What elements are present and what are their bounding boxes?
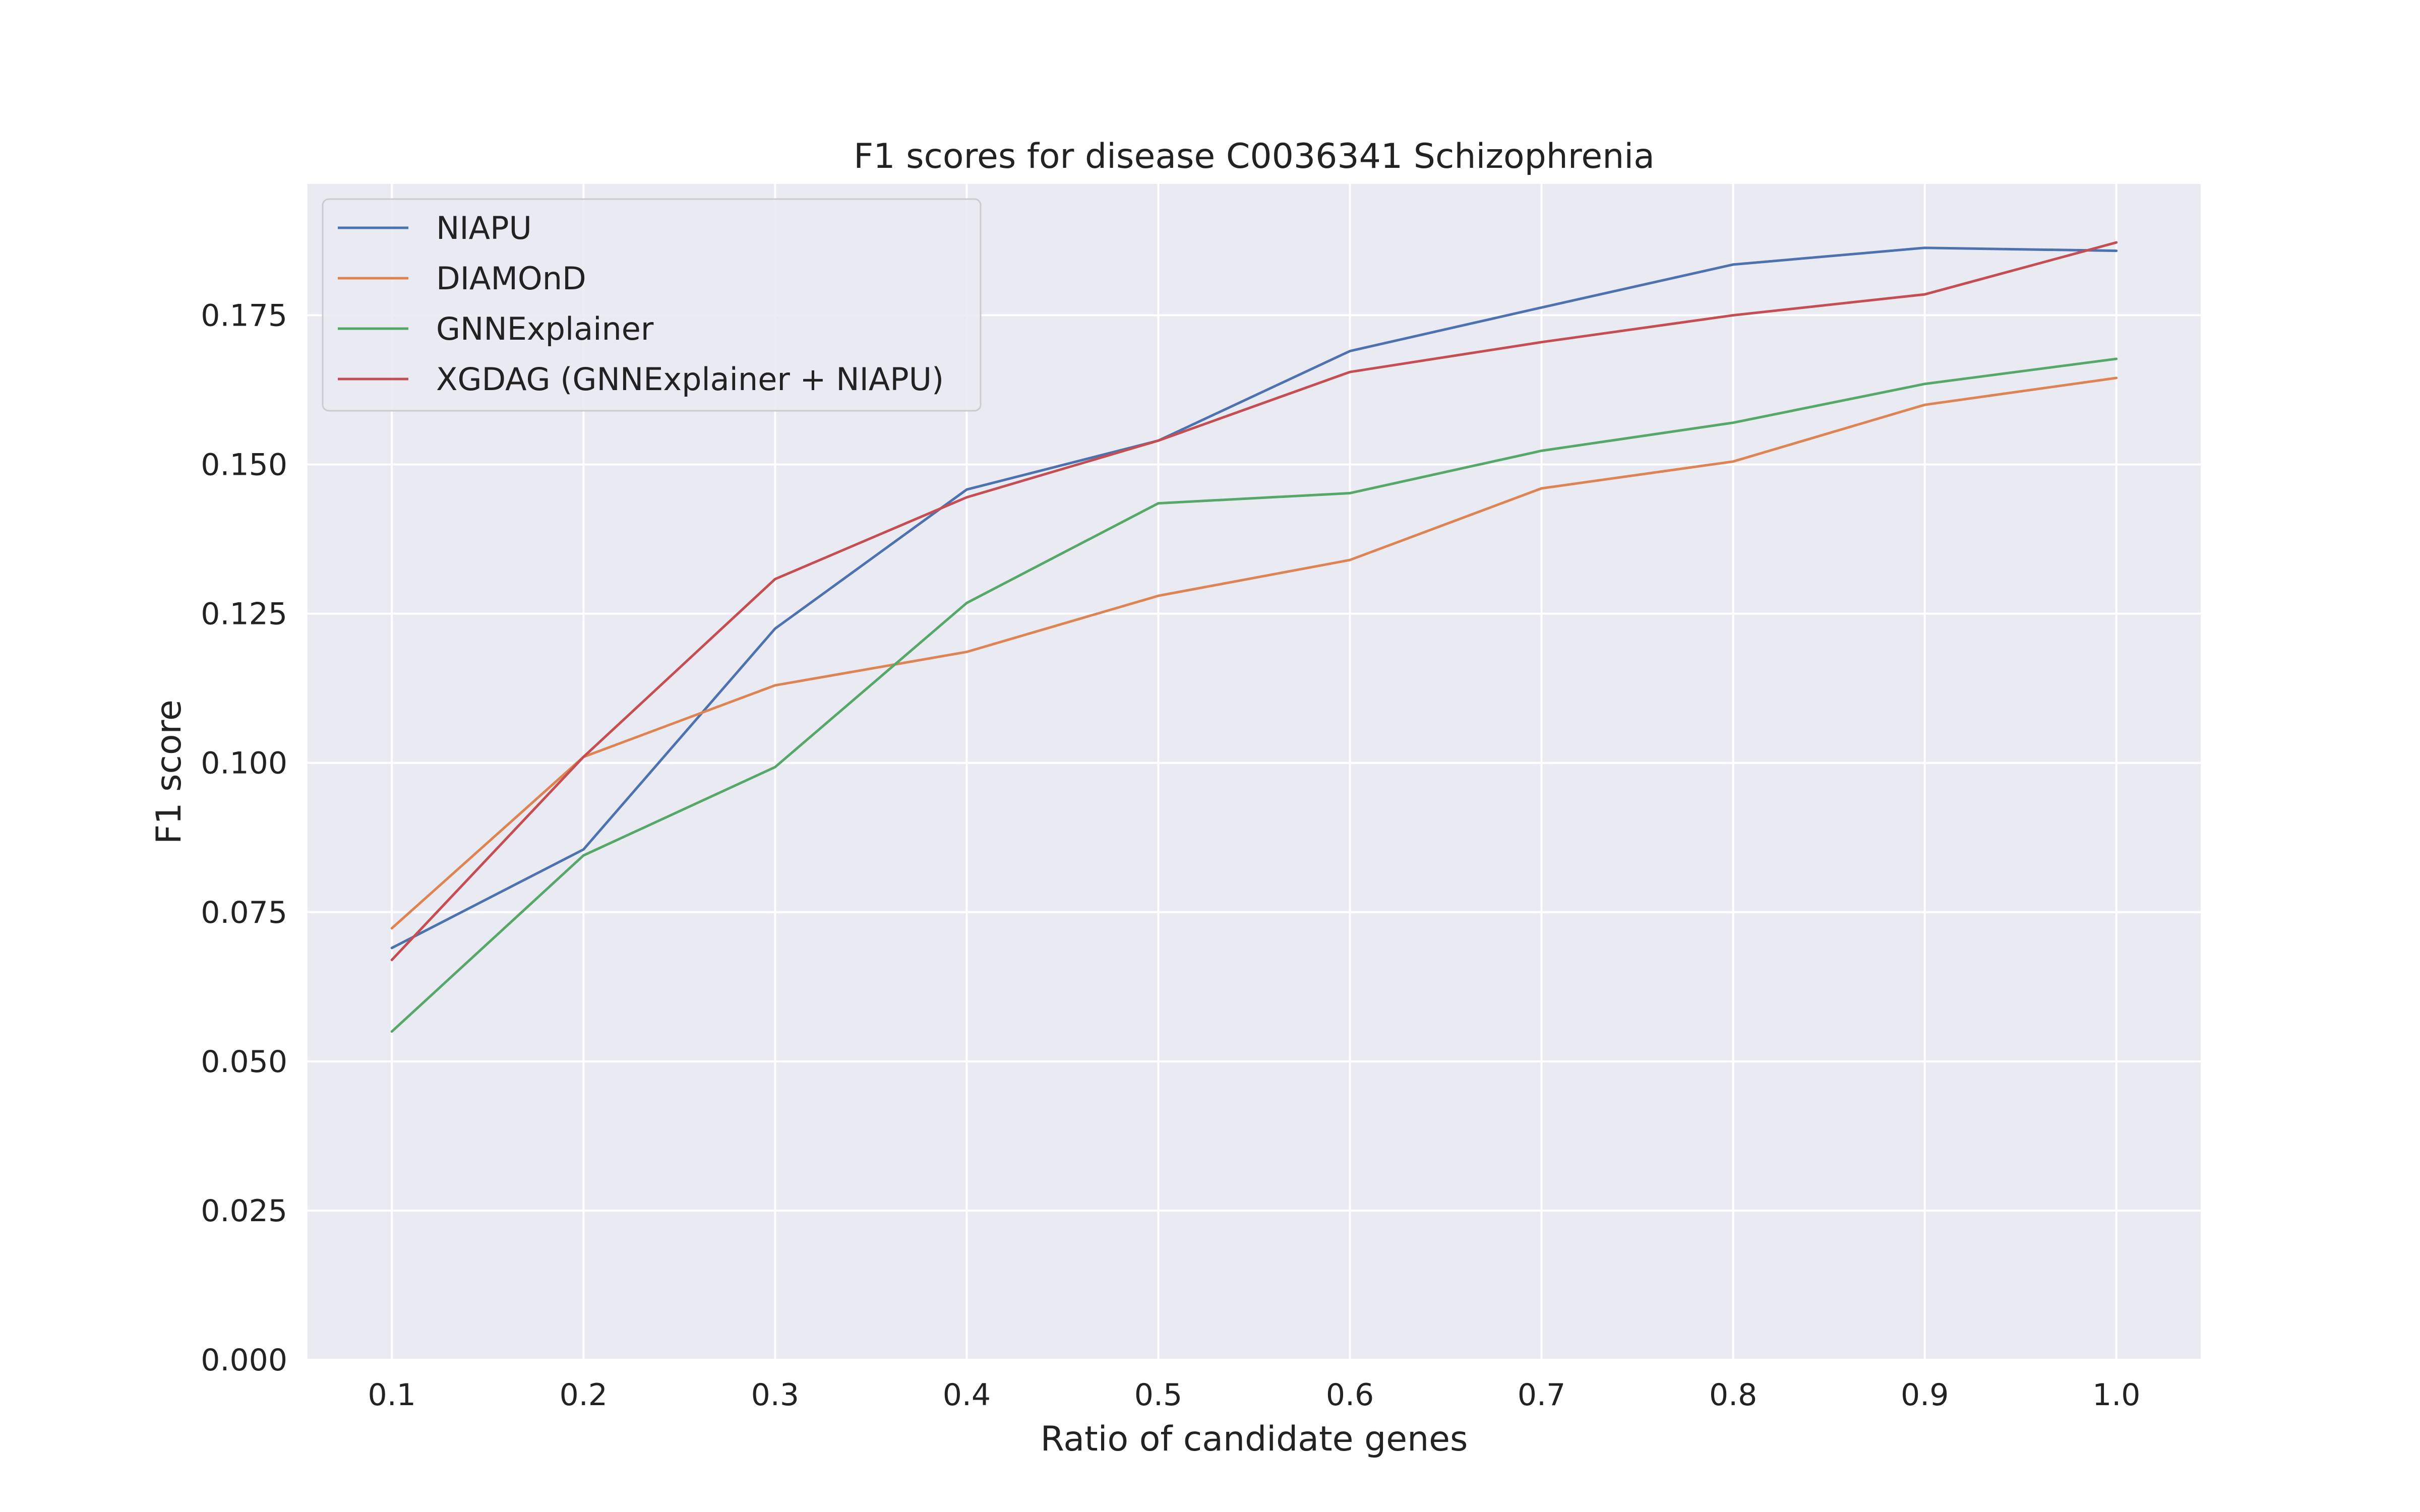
y-tick-label: 0.075: [201, 895, 287, 930]
y-axis-label: F1 score: [149, 700, 189, 844]
series-line-1: [390, 376, 2118, 930]
y-tick-label: 0.125: [201, 597, 287, 632]
series-lines: [390, 241, 2118, 1033]
x-tick-label: 0.6: [1326, 1377, 1374, 1413]
series-line-3: [390, 241, 2118, 962]
y-tick-label: 0.150: [201, 448, 287, 483]
legend-label: NIAPU: [436, 210, 532, 246]
x-tick-label: 0.3: [751, 1377, 799, 1413]
y-tick-label: 0.000: [201, 1343, 287, 1378]
y-tick-label: 0.175: [201, 298, 287, 334]
legend-label: DIAMOnD: [436, 260, 586, 297]
legend: NIAPU DIAMOnD GNNExplainer XGDAG (GNNExplai…: [322, 198, 982, 412]
x-tick-label: 0.4: [943, 1377, 991, 1413]
legend-label: GNNExplainer: [436, 310, 654, 347]
x-tick-label: 0.1: [368, 1377, 416, 1413]
x-tick-label: 0.2: [560, 1377, 608, 1413]
series-line-2: [390, 357, 2118, 1033]
y-tick-label: 0.050: [201, 1044, 287, 1080]
legend-box: [322, 198, 982, 412]
x-tick-label: 1.0: [2092, 1377, 2140, 1413]
x-tick-label: 0.5: [1134, 1377, 1182, 1413]
series-line-0: [390, 246, 2118, 950]
x-tick-label: 0.7: [1518, 1377, 1565, 1413]
tick-labels: 0.1 0.2 0.3 0.4 0.5 0.6 0.7 0.8 0.9 1.0 0.000 0.025…: [201, 298, 2140, 1413]
chart-title: F1 scores for disease C0036341 Schizophr…: [854, 137, 1655, 176]
legend-label: XGDAG (GNNExplainer + NIAPU): [436, 361, 944, 398]
y-tick-label: 0.025: [201, 1193, 287, 1229]
x-axis-label: Ratio of candidate genes: [1041, 1419, 1468, 1459]
x-tick-label: 0.8: [1709, 1377, 1757, 1413]
y-tick-label: 0.100: [201, 746, 287, 781]
x-tick-label: 0.9: [1901, 1377, 1949, 1413]
